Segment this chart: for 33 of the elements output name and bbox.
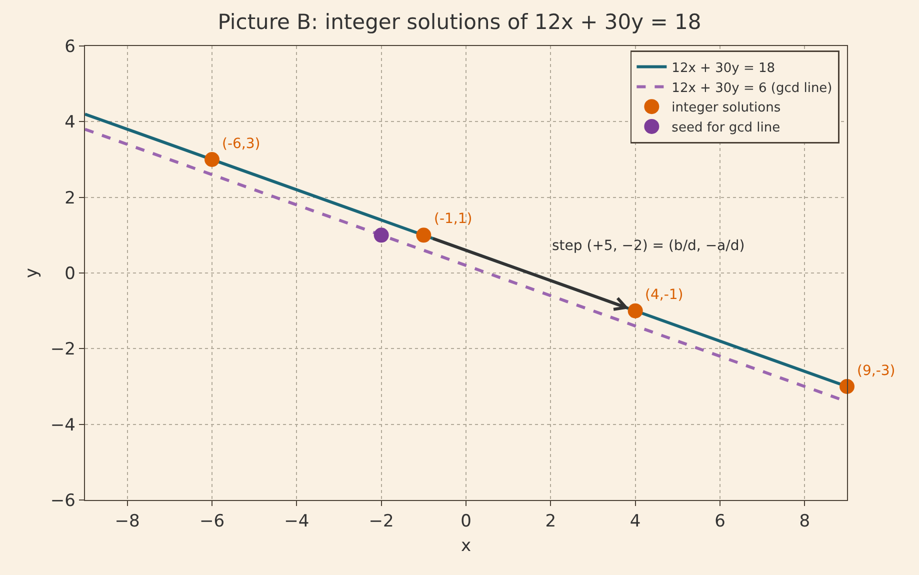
x-tick-label: −6 [199, 512, 225, 532]
x-tick-label: 8 [799, 512, 810, 532]
y-tick-label: −2 [50, 340, 76, 360]
annotation: step (+5, −2) = (b/d, −a/d) [552, 238, 745, 254]
point [374, 228, 389, 243]
legend-label: 12x + 30y = 18 [672, 60, 776, 76]
y-axis-title: y [22, 268, 42, 278]
annotation: (4,-1) [645, 287, 684, 303]
y-tick-label: −4 [50, 415, 76, 436]
legend-label: integer solutions [672, 100, 781, 116]
point [204, 152, 220, 167]
point [628, 303, 643, 318]
legend-label: 12x + 30y = 6 (gcd line) [672, 80, 832, 96]
x-tick-label: 4 [630, 512, 641, 532]
x-tick-label: 2 [545, 512, 556, 532]
legend-label: seed for gcd line [672, 120, 780, 136]
y-tick-label: 0 [64, 264, 76, 284]
annotation: (-6,3) [222, 136, 260, 152]
chart-title: Picture B: integer solutions of 12x + 30y = 18 [218, 10, 702, 34]
point [416, 228, 432, 243]
x-axis-title: x [460, 536, 472, 556]
y-tick-label: 4 [64, 112, 76, 133]
x-tick-label: −4 [284, 512, 310, 532]
annotation: (-1,1) [434, 211, 472, 227]
y-tick-label: 6 [64, 36, 76, 57]
point [840, 379, 854, 394]
y-tick-label: 2 [64, 188, 76, 208]
x-tick-label: −8 [114, 512, 140, 532]
annotation: (9,-3) [857, 363, 896, 379]
y-tick-label: −6 [50, 490, 76, 511]
x-tick-label: 6 [714, 512, 726, 532]
x-tick-label: −2 [368, 512, 394, 532]
x-tick-label: 0 [460, 512, 472, 532]
